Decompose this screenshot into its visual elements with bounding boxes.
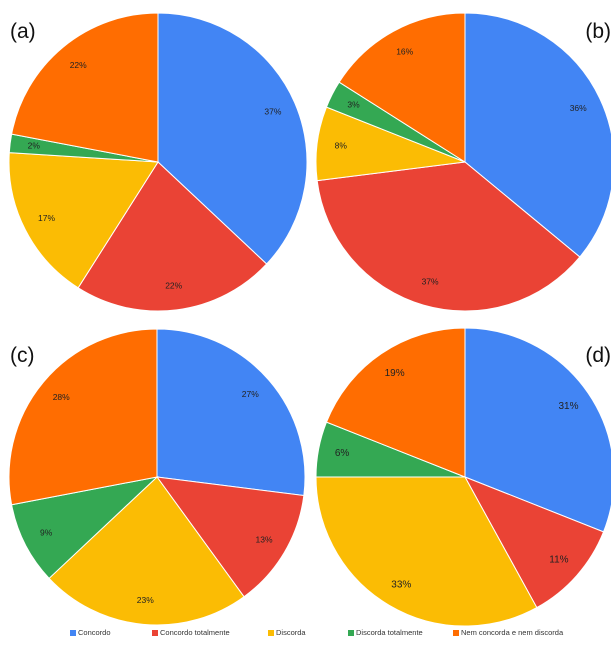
data-label: 2% <box>28 141 41 151</box>
legend-swatch-concordo-totalmente <box>152 630 158 636</box>
data-label: 27% <box>242 389 259 399</box>
data-label: 16% <box>396 47 413 57</box>
data-label: 28% <box>53 392 70 402</box>
pie-slice-discorda <box>315 476 538 627</box>
legend-swatch-discorda-totalmente <box>348 630 354 636</box>
pie-slice-concordo-totalmente <box>155 476 305 598</box>
pie-slice-concordo <box>464 327 611 533</box>
pie-slice-concordo-totalmente <box>463 476 605 609</box>
data-label: 6% <box>335 448 350 459</box>
pie-slice-concordo-totalmente <box>316 161 581 312</box>
data-label: 22% <box>165 280 182 290</box>
pie-slice-discorda-totalmente <box>11 476 159 580</box>
data-label: 11% <box>549 554 568 565</box>
legend-swatch-concordo <box>70 630 76 636</box>
legend-swatch-nem-concorda-e-nem-discorda <box>453 630 459 636</box>
pie-chart-2: 36% 37% 8% 3% 16% (b) <box>315 12 611 312</box>
pie-slice-concordo <box>156 328 306 497</box>
panel-letter: (d) <box>585 344 611 367</box>
pie-chart-4: 31% 11% 33% 6% 19% (d) <box>315 327 611 627</box>
panel-letter: (a) <box>10 20 36 43</box>
data-label: 37% <box>264 107 281 117</box>
data-label: 37% <box>422 276 439 286</box>
pie-chart-3: 27% 13% 23% 9% 28% (c) <box>8 328 306 626</box>
panel-letter: (c) <box>10 344 35 367</box>
legend-label-concordo-totalmente: Concordo totalmente <box>160 628 230 637</box>
data-label: 19% <box>385 368 405 379</box>
pie-slice-nem-concorda-e-nem-discorda <box>8 328 158 506</box>
legend: Concordo Concordo totalmente Discorda Disco… <box>70 628 564 637</box>
panel-letter: (b) <box>585 20 611 43</box>
legend-label-discorda: Discorda <box>276 628 306 637</box>
pie-slice-concordo <box>464 12 611 258</box>
data-label: 9% <box>40 528 53 538</box>
pie-slice-concordo-totalmente <box>77 161 268 312</box>
data-label: 17% <box>38 213 55 223</box>
data-label: 22% <box>70 60 87 70</box>
data-label: 3% <box>347 99 360 109</box>
legend-swatch-discorda <box>268 630 274 636</box>
pie-slice-discorda <box>48 476 245 626</box>
data-label: 31% <box>558 401 578 412</box>
data-label: 8% <box>335 141 348 151</box>
pie-panels: 37%22%17%2%22%(a)36%37%8%3%16%(b)27%13%2… <box>8 12 611 627</box>
legend-label-concordo: Concordo <box>78 628 111 637</box>
pie-slice-nem-concorda-e-nem-discorda <box>11 12 159 163</box>
legend-label-nem-concorda-e-nem-discorda: Nem concorda e nem discorda <box>461 628 564 637</box>
data-label: 23% <box>137 595 154 605</box>
legend-label-discorda-totalmente: Discorda totalmente <box>356 628 423 637</box>
pie-slice-discorda <box>8 152 159 289</box>
data-label: 13% <box>255 535 272 545</box>
pie-chart-1: 37% 22% 17% 2% 22% (a) <box>8 12 308 312</box>
pie-slice-nem-concorda-e-nem-discorda <box>338 12 466 163</box>
data-label: 33% <box>391 579 411 590</box>
data-label: 36% <box>570 103 587 113</box>
pie-slice-nem-concorda-e-nem-discorda <box>325 327 466 478</box>
pie-slice-concordo <box>157 12 308 265</box>
